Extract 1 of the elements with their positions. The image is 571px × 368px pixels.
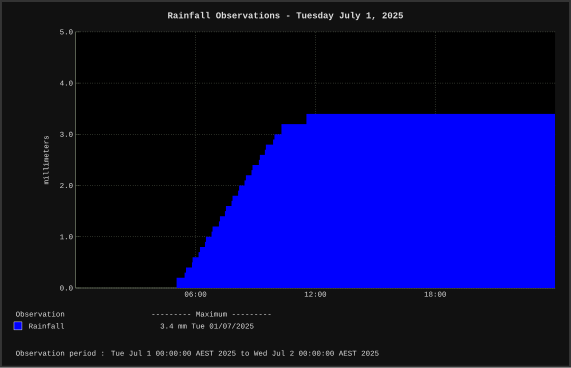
chart-title: Rainfall Observations - Tuesday July 1, 2025 [168, 12, 403, 20]
